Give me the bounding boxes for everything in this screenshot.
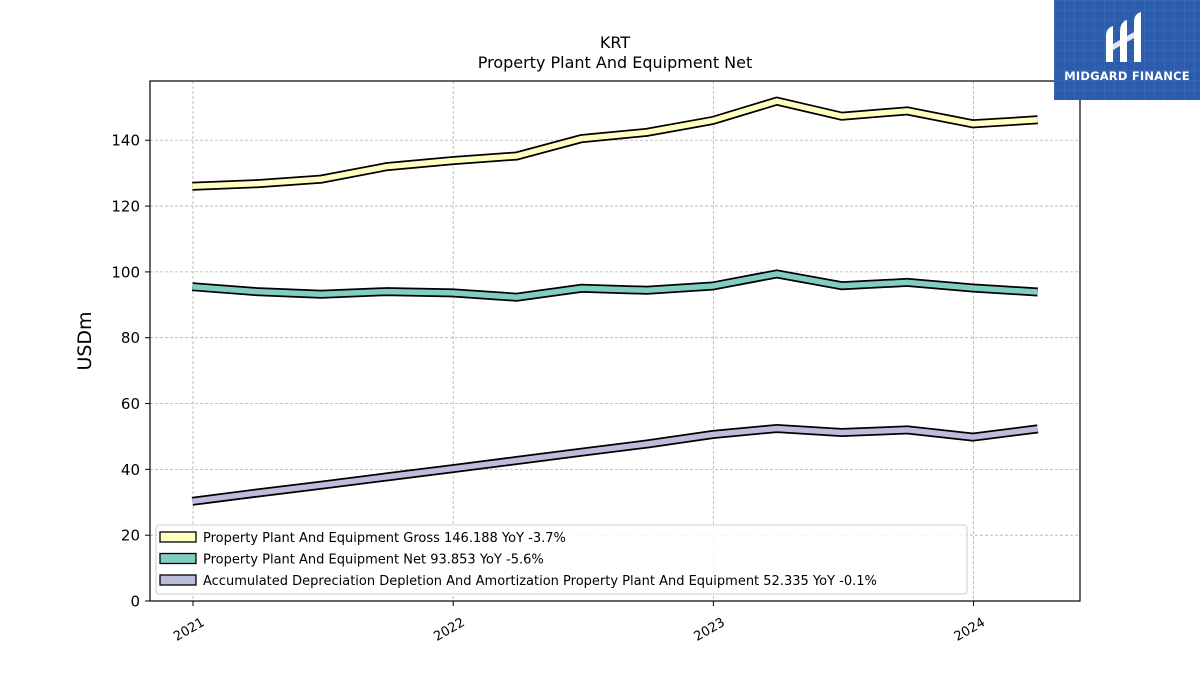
x-tick-label: 2023 bbox=[692, 615, 728, 645]
legend-swatch bbox=[159, 552, 197, 565]
x-tick-label: 2021 bbox=[171, 615, 207, 645]
x-tick-label: 2024 bbox=[952, 615, 988, 645]
y-tick-label: 80 bbox=[121, 329, 140, 347]
legend: Property Plant And Equipment Gross 146.1… bbox=[155, 524, 968, 595]
legend-box bbox=[155, 524, 968, 595]
legend-entry: Property Plant And Equipment Net 93.853 … bbox=[203, 553, 544, 568]
brand-name: MIDGARD FINANCE bbox=[1064, 69, 1190, 83]
y-tick-label: 40 bbox=[121, 461, 140, 479]
legend-swatch bbox=[159, 574, 197, 586]
grid bbox=[150, 81, 1080, 602]
y-tick-label: 60 bbox=[121, 395, 140, 413]
y-tick-label: 0 bbox=[130, 593, 140, 611]
y-tick-label: 120 bbox=[111, 198, 140, 216]
y-tick-label: 100 bbox=[111, 263, 140, 281]
series-outline-2 bbox=[191, 423, 1039, 506]
legend-entry: Accumulated Depreciation Depletion And A… bbox=[203, 574, 877, 589]
chart-title: KRT bbox=[600, 33, 630, 52]
x-tick-label: 2022 bbox=[431, 615, 467, 645]
midgard-m-logo-icon bbox=[1106, 12, 1141, 62]
plot-frame bbox=[149, 80, 1081, 602]
series-line-0 bbox=[192, 98, 1038, 190]
chart-subtitle: Property Plant And Equipment Net bbox=[478, 53, 753, 72]
y-axis-label: USDm bbox=[74, 311, 96, 370]
brand-logo: MIDGARD FINANCE bbox=[1054, 0, 1200, 100]
legend-entry: Property Plant And Equipment Gross 146.1… bbox=[203, 531, 566, 546]
series-line-2 bbox=[191, 425, 1039, 505]
series-lines bbox=[191, 96, 1039, 506]
y-tick-label: 20 bbox=[121, 527, 140, 545]
y-tick-label: 140 bbox=[111, 132, 140, 150]
series-line-1 bbox=[192, 271, 1038, 300]
legend-swatch bbox=[159, 531, 197, 543]
